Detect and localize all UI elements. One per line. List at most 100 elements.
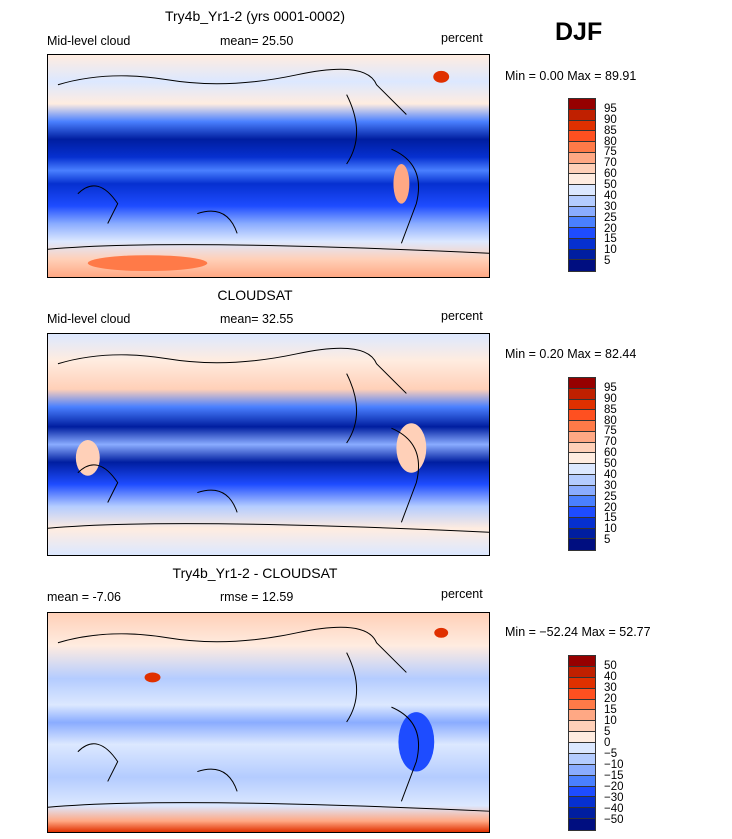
- colorbar-label: 15: [604, 233, 617, 246]
- panel2-variable: Mid-level cloud: [47, 312, 131, 326]
- colorbar-label: 40: [604, 671, 617, 683]
- colorbar-swatch: [569, 217, 595, 228]
- colorbar-label: 95: [604, 102, 617, 115]
- panel1-colorbar: [568, 98, 596, 272]
- panel2-mean: mean= 32.55: [220, 312, 294, 326]
- colorbar-label: 20: [604, 222, 617, 235]
- colorbar-swatch: [569, 666, 595, 678]
- colorbar-swatch: [569, 496, 595, 507]
- colorbar-swatch: [569, 120, 595, 132]
- colorbar-swatch: [569, 528, 595, 540]
- panel1-minmax: Min = 0.00 Max = 89.91: [505, 69, 637, 83]
- panel2-map: [47, 333, 490, 556]
- colorbar-label: 70: [604, 436, 617, 449]
- colorbar-swatch: [569, 507, 595, 518]
- colorbar-label: 75: [604, 425, 617, 438]
- colorbar-swatch: [569, 764, 595, 776]
- panel3-title: Try4b_Yr1-2 - CLOUDSAT: [172, 565, 338, 581]
- colorbar-swatch: [569, 786, 595, 798]
- panel3-minmax: Min = −52.24 Max = 52.77: [505, 625, 651, 639]
- colorbar-swatch: [569, 388, 595, 400]
- colorbar-label: 60: [604, 168, 617, 181]
- colorbar-label: −40: [604, 803, 624, 815]
- colorbar-swatch: [569, 464, 595, 475]
- colorbar-swatch: [569, 453, 595, 464]
- colorbar-label: 50: [604, 660, 617, 672]
- colorbar-swatch: [569, 399, 595, 411]
- colorbar-swatch: [569, 721, 595, 733]
- colorbar-swatch: [569, 152, 595, 164]
- colorbar-label: 20: [604, 501, 617, 514]
- colorbar-swatch: [569, 99, 595, 110]
- panel1-title: Try4b_Yr1-2 (yrs 0001-0002): [164, 8, 346, 24]
- colorbar-swatch: [569, 195, 595, 207]
- colorbar-swatch: [569, 677, 595, 689]
- colorbar-label: 50: [604, 179, 617, 191]
- colorbar-swatch: [569, 410, 595, 421]
- colorbar-label: −50: [604, 814, 624, 826]
- panel2-minmax: Min = 0.20 Max = 82.44: [505, 347, 637, 361]
- season-label: DJF: [555, 18, 603, 46]
- colorbar-swatch: [569, 442, 595, 454]
- colorbar-label: 30: [604, 682, 617, 694]
- colorbar-label: 80: [604, 135, 617, 148]
- colorbar-label: 80: [604, 414, 617, 427]
- colorbar-swatch: [569, 109, 595, 121]
- colorbar-label: −10: [604, 759, 624, 771]
- colorbar-label: −15: [604, 770, 624, 782]
- panel2-title: CLOUDSAT: [217, 287, 293, 303]
- colorbar-swatch: [569, 431, 595, 443]
- colorbar-swatch: [569, 688, 595, 700]
- colorbar-label: −30: [604, 792, 624, 804]
- panel1-variable: Mid-level cloud: [47, 34, 131, 48]
- colorbar-swatch: [569, 517, 595, 529]
- colorbar-swatch: [569, 753, 595, 765]
- colorbar-label: 40: [604, 468, 617, 481]
- colorbar-swatch: [569, 699, 595, 711]
- colorbar-swatch: [569, 185, 595, 196]
- colorbar-swatch: [569, 485, 595, 497]
- panel3-mean: mean = -7.06: [47, 590, 122, 604]
- colorbar-swatch: [569, 732, 595, 743]
- colorbar-label: 85: [604, 124, 617, 137]
- panel3-colorbar: [568, 655, 596, 831]
- colorbar-swatch: [569, 775, 595, 787]
- colorbar-swatch: [569, 819, 595, 830]
- colorbar-swatch: [569, 174, 595, 185]
- panel1-map: [47, 54, 490, 278]
- colorbar-swatch: [569, 163, 595, 175]
- colorbar-swatch: [569, 808, 595, 820]
- colorbar-swatch: [569, 260, 595, 271]
- colorbar-swatch: [569, 131, 595, 142]
- panel2-units: percent: [441, 309, 483, 323]
- colorbar-label: 60: [604, 447, 617, 460]
- colorbar-label: 5: [604, 534, 611, 547]
- colorbar-swatch: [569, 656, 595, 667]
- colorbar-label: 10: [604, 244, 617, 257]
- colorbar-label: 30: [604, 479, 617, 492]
- colorbar-label: 85: [604, 403, 617, 416]
- colorbar-label: −20: [604, 781, 624, 793]
- colorbar-swatch: [569, 474, 595, 486]
- colorbar-label: 50: [604, 458, 617, 470]
- colorbar-swatch: [569, 378, 595, 389]
- panel2-colorbar: [568, 377, 596, 551]
- panel1-mean: mean= 25.50: [220, 34, 294, 48]
- colorbar-swatch: [569, 797, 595, 809]
- panel1-units: percent: [441, 31, 483, 45]
- colorbar-swatch: [569, 206, 595, 218]
- colorbar-swatch: [569, 710, 595, 722]
- colorbar-label: 15: [604, 512, 617, 525]
- colorbar-label: 90: [604, 392, 617, 405]
- colorbar-swatch: [569, 249, 595, 261]
- colorbar-swatch: [569, 743, 595, 754]
- colorbar-label: 25: [604, 211, 617, 224]
- colorbar-swatch: [569, 421, 595, 432]
- colorbar-label: 20: [604, 693, 617, 705]
- colorbar-label: 40: [604, 189, 617, 202]
- colorbar-label: 10: [604, 523, 617, 536]
- panel3-map: [47, 612, 490, 833]
- colorbar-label: −5: [604, 748, 618, 760]
- colorbar-swatch: [569, 539, 595, 550]
